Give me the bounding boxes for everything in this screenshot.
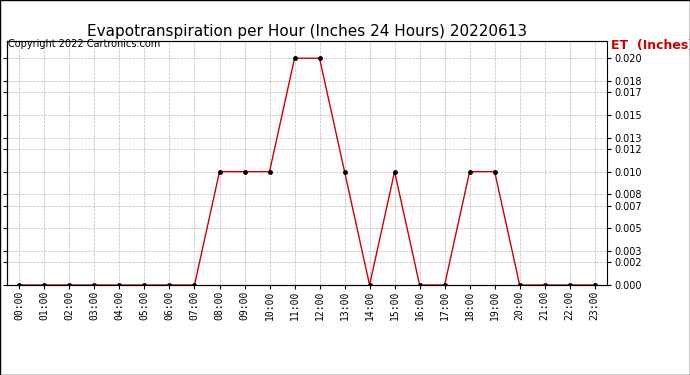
Title: Evapotranspiration per Hour (Inches 24 Hours) 20220613: Evapotranspiration per Hour (Inches 24 H…: [87, 24, 527, 39]
Text: Copyright 2022 Cartronics.com: Copyright 2022 Cartronics.com: [8, 39, 161, 50]
Text: ET  (Inches): ET (Inches): [611, 39, 690, 53]
